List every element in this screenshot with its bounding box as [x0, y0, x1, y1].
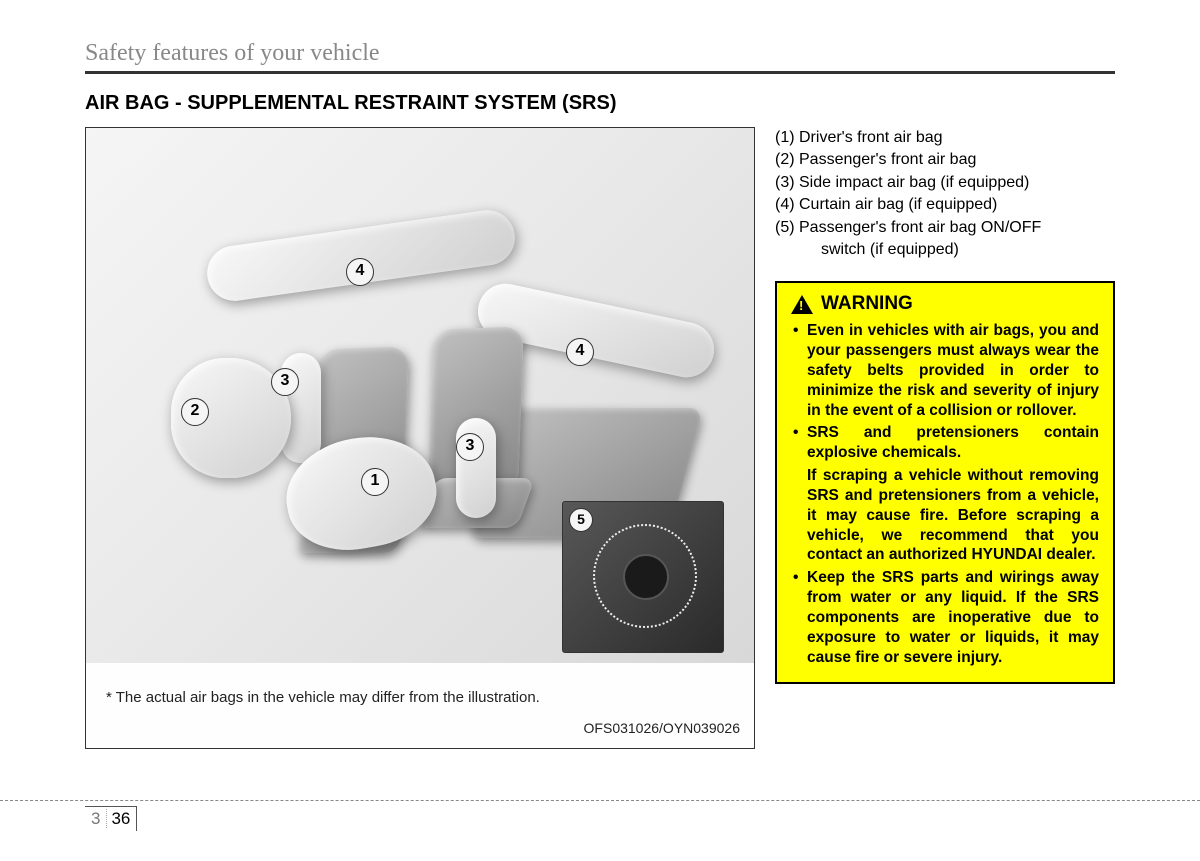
legend-item: (4) Curtain air bag (if equipped)	[775, 194, 1115, 216]
content-row: 1 2 3 3 4 4 5 * The actual air bags in t…	[85, 127, 1115, 749]
page-number: 336	[85, 806, 137, 831]
marker-3a: 3	[271, 368, 299, 396]
legend-item: (2) Passenger's front air bag	[775, 149, 1115, 171]
legend-item: (1) Driver's front air bag	[775, 127, 1115, 149]
page-number-value: 36	[107, 809, 130, 828]
warning-list: Even in vehicles with air bags, you and …	[791, 321, 1099, 667]
legend-item: (3) Side impact air bag (if equipped)	[775, 172, 1115, 194]
legend-list: (1) Driver's front air bag (2) Passenger…	[775, 127, 1115, 261]
marker-1: 1	[361, 468, 389, 496]
footer-divider	[0, 800, 1200, 801]
airbag-figure: 1 2 3 3 4 4 5 * The actual air bags in t…	[85, 127, 755, 749]
figure-column: 1 2 3 3 4 4 5 * The actual air bags in t…	[85, 127, 755, 749]
marker-2: 2	[181, 398, 209, 426]
warning-box: WARNING Even in vehicles with air bags, …	[775, 281, 1115, 684]
inset-switch-panel: 5	[562, 501, 724, 653]
warning-text: Even in vehicles with air bags, you and …	[807, 322, 1099, 418]
curtain-airbag-left	[204, 207, 519, 305]
legend-item-cont: switch (if equipped)	[775, 239, 1115, 261]
warning-text: SRS and pretensioners contain explosive …	[807, 424, 1099, 461]
warning-bullet: Keep the SRS parts and wirings away from…	[791, 568, 1099, 667]
marker-5: 5	[569, 508, 593, 532]
warning-bullet: SRS and pretensioners contain explosive …	[791, 423, 1099, 565]
page-chapter: 3	[91, 809, 107, 828]
legend-item: (5) Passenger's front air bag ON/OFF	[775, 217, 1115, 239]
figure-note: * The actual air bags in the vehicle may…	[106, 689, 540, 706]
warning-subtext: If scraping a vehicle without removing S…	[807, 466, 1099, 565]
warning-title-text: WARNING	[821, 293, 913, 315]
marker-4b: 4	[566, 338, 594, 366]
text-column: (1) Driver's front air bag (2) Passenger…	[775, 127, 1115, 749]
section-title: AIR BAG - SUPPLEMENTAL RESTRAINT SYSTEM …	[85, 92, 1115, 115]
chapter-header: Safety features of your vehicle	[85, 40, 1115, 74]
warning-bullet: Even in vehicles with air bags, you and …	[791, 321, 1099, 420]
airbag-onoff-switch	[623, 554, 669, 600]
figure-code: OFS031026/OYN039026	[584, 720, 740, 736]
marker-3b: 3	[456, 433, 484, 461]
warning-icon	[791, 295, 813, 314]
side-airbag-right	[456, 418, 496, 518]
warning-title: WARNING	[791, 293, 1099, 315]
warning-text: Keep the SRS parts and wirings away from…	[807, 569, 1099, 665]
marker-4a: 4	[346, 258, 374, 286]
